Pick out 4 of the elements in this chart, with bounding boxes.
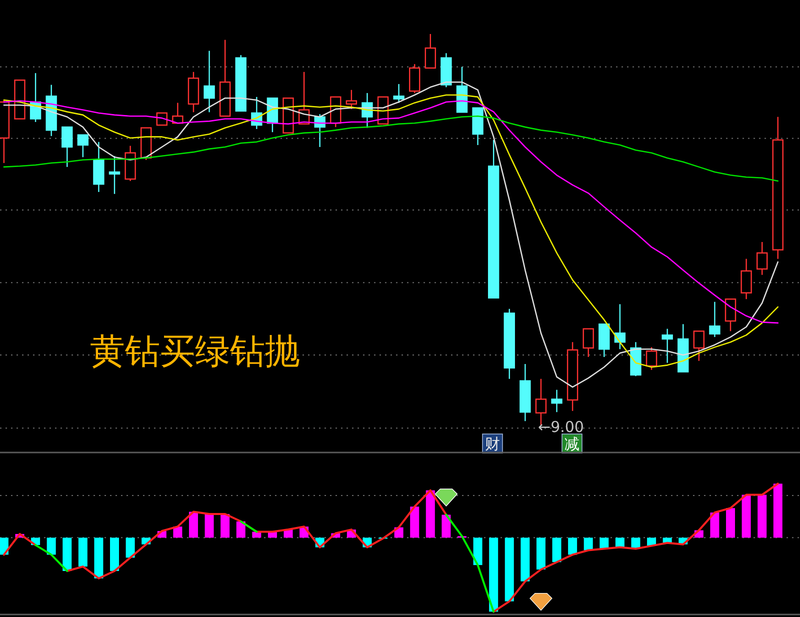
annotation: 减 xyxy=(562,434,582,454)
annotation: 黄钻买绿钻抛 xyxy=(90,332,300,372)
annotation: 财 xyxy=(482,434,503,454)
annotation: ←9.00 xyxy=(538,418,584,436)
